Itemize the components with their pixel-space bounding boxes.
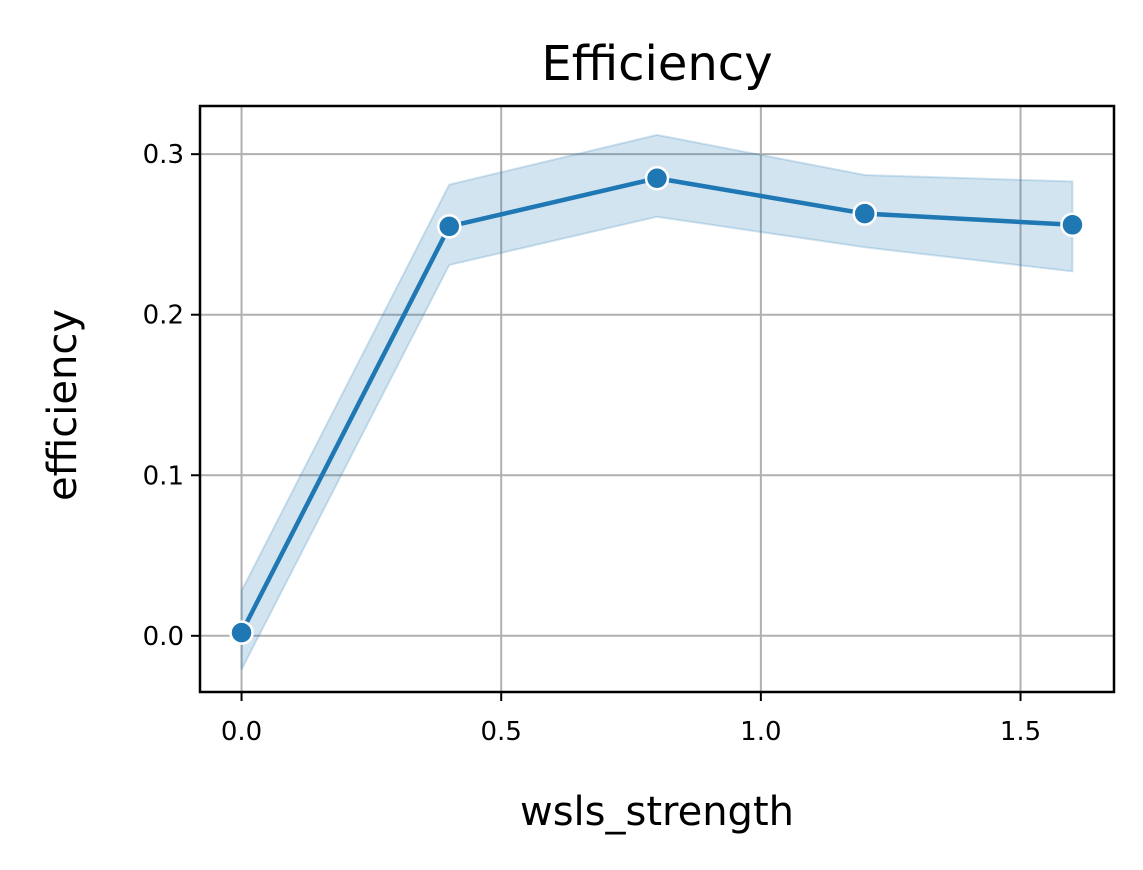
y-tick-label-3: 0.3 [143, 140, 184, 170]
y-axis-ticks: 0.0 0.1 0.2 0.3 [143, 140, 200, 652]
grid [200, 106, 1114, 692]
data-point-3 [852, 201, 877, 226]
data-point-1 [437, 214, 462, 239]
confidence-band-layer [240, 133, 1074, 670]
y-tick-label-2: 0.2 [143, 301, 184, 331]
data-point-0 [229, 620, 254, 645]
data-points [229, 165, 1085, 645]
y-tick-label-0: 0.0 [143, 622, 184, 652]
chart-title: Efficiency [541, 36, 772, 92]
plot-frame [198, 104, 1116, 694]
x-tick-label-1: 0.5 [481, 717, 522, 747]
x-axis-label: wsls_strength [520, 789, 794, 835]
x-tick-label-3: 1.5 [1000, 717, 1041, 747]
axes [198, 104, 1116, 694]
x-tick-label-0: 0.0 [221, 717, 262, 747]
data-point-4 [1060, 212, 1085, 238]
confidence-band [240, 133, 1074, 670]
y-axis-label: efficiency [40, 309, 86, 501]
data-point-2 [644, 165, 670, 191]
x-tick-label-2: 1.0 [740, 717, 781, 747]
y-tick-label-1: 0.1 [143, 461, 184, 491]
x-axis-ticks: 0.0 0.5 1.0 1.5 [221, 692, 1041, 747]
